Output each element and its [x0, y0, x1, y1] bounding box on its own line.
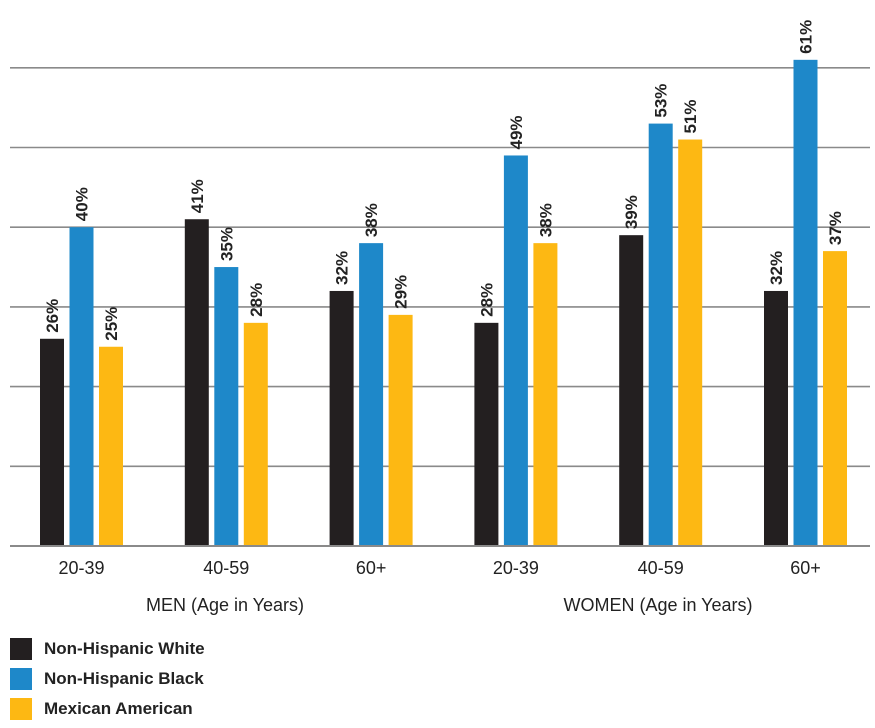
bar-non-hispanic-white — [474, 322, 499, 546]
data-label: 32% — [333, 251, 352, 285]
data-label: 38% — [536, 203, 555, 237]
bar-mexican-american — [533, 243, 558, 546]
bar-non-hispanic-black — [648, 123, 673, 546]
data-label: 40% — [73, 187, 92, 221]
x-tick-label: 40-59 — [203, 558, 249, 578]
data-label: 28% — [247, 283, 266, 317]
legend-item-non-hispanic-white: Non-Hispanic White — [10, 638, 205, 660]
bar-mexican-american — [99, 346, 123, 546]
data-label: 49% — [507, 115, 526, 149]
group-label-women: WOMEN (Age in Years) — [563, 595, 752, 615]
legend-label-non-hispanic-white: Non-Hispanic White — [44, 639, 205, 658]
bar-non-hispanic-white — [619, 235, 644, 547]
bar-non-hispanic-black — [793, 59, 818, 546]
data-label: 25% — [102, 307, 121, 341]
legend-swatch-non-hispanic-black — [10, 668, 32, 690]
data-label: 29% — [392, 275, 411, 309]
bar-mexican-american — [678, 139, 703, 546]
x-tick-label: 60+ — [790, 558, 821, 578]
x-axis: 20-39 40-59 60+ 20-39 40-59 60+ — [10, 545, 870, 578]
data-labels: 26% 40% 25% 41% 35% 28% 32% 38% 29% 28% 49% 38% 39% 5… — [43, 20, 845, 341]
legend-swatch-non-hispanic-white — [10, 638, 32, 660]
x-tick-label: 60+ — [356, 558, 387, 578]
gridlines — [10, 67, 870, 468]
x-tick-label: 40-59 — [638, 558, 684, 578]
legend-swatch-mexican-american — [10, 698, 32, 720]
data-label: 37% — [826, 211, 845, 245]
x-tick-label: 20-39 — [58, 558, 104, 578]
bar-non-hispanic-white — [329, 290, 354, 546]
bar-non-hispanic-black — [359, 243, 384, 546]
data-label: 41% — [188, 179, 207, 213]
bar-non-hispanic-black — [503, 155, 528, 546]
bar-non-hispanic-white — [184, 219, 209, 547]
data-label: 51% — [681, 99, 700, 133]
legend-label-non-hispanic-black: Non-Hispanic Black — [44, 669, 204, 688]
bar-non-hispanic-white — [764, 290, 788, 546]
group-labels: MEN (Age in Years) WOMEN (Age in Years) — [146, 595, 753, 615]
bar-non-hispanic-black — [69, 227, 94, 546]
bar-mexican-american — [243, 322, 268, 546]
legend-item-non-hispanic-black: Non-Hispanic Black — [10, 668, 205, 690]
data-label: 39% — [622, 195, 641, 229]
bar-non-hispanic-black — [214, 267, 239, 546]
bars — [40, 59, 847, 547]
data-label: 53% — [652, 84, 671, 118]
bar-mexican-american — [823, 251, 847, 547]
data-label: 28% — [477, 283, 496, 317]
data-label: 35% — [217, 227, 236, 261]
data-label: 26% — [43, 299, 62, 333]
legend-item-mexican-american: Mexican American — [10, 698, 205, 720]
bar-mexican-american — [388, 314, 413, 546]
x-tick-label: 20-39 — [493, 558, 539, 578]
data-label: 38% — [362, 203, 381, 237]
data-label: 61% — [797, 20, 816, 54]
data-label: 32% — [767, 251, 786, 285]
bar-chart: 26% 40% 25% 41% 35% 28% 32% 38% 29% 28% 49% 38% 39% 5… — [10, 20, 870, 615]
bar-non-hispanic-white — [40, 338, 64, 546]
legend: Non-Hispanic White Non-Hispanic Black Me… — [10, 638, 205, 728]
group-label-men: MEN (Age in Years) — [146, 595, 304, 615]
legend-label-mexican-american: Mexican American — [44, 699, 193, 718]
